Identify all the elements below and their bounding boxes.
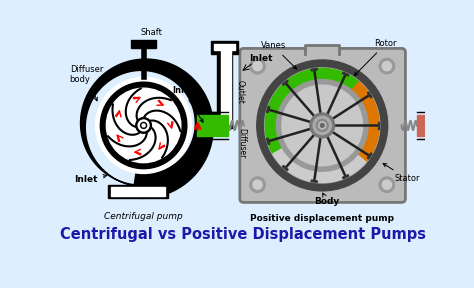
Circle shape	[319, 122, 326, 129]
Text: Inlet: Inlet	[74, 175, 107, 185]
Circle shape	[100, 82, 187, 169]
Polygon shape	[442, 109, 451, 142]
Wedge shape	[322, 82, 379, 162]
Polygon shape	[214, 44, 235, 50]
Circle shape	[282, 85, 363, 166]
Polygon shape	[81, 59, 213, 198]
Text: Shaft: Shaft	[140, 28, 162, 44]
Circle shape	[383, 62, 392, 71]
Text: Centrifugal vs Positive Displacement Pumps: Centrifugal vs Positive Displacement Pum…	[60, 227, 426, 242]
Polygon shape	[378, 122, 379, 128]
Text: Diffuser: Diffuser	[237, 128, 246, 159]
Circle shape	[253, 180, 262, 189]
Polygon shape	[266, 138, 270, 145]
Text: Stator: Stator	[383, 164, 420, 183]
Text: Positive displacement pump: Positive displacement pump	[250, 214, 394, 223]
Polygon shape	[367, 92, 372, 98]
Polygon shape	[198, 115, 228, 136]
Circle shape	[276, 79, 368, 171]
Circle shape	[136, 118, 151, 133]
Text: Outlet: Outlet	[236, 80, 245, 104]
Circle shape	[379, 177, 395, 192]
Circle shape	[316, 120, 328, 131]
Wedge shape	[273, 125, 366, 182]
Wedge shape	[265, 69, 359, 154]
Text: Body: Body	[315, 193, 340, 206]
Circle shape	[320, 124, 324, 127]
Text: Outlet: Outlet	[0, 287, 1, 288]
Polygon shape	[343, 72, 349, 76]
Polygon shape	[110, 187, 164, 196]
Text: Inlet: Inlet	[249, 54, 273, 63]
Circle shape	[310, 113, 335, 138]
Circle shape	[383, 180, 392, 189]
Polygon shape	[221, 48, 231, 117]
Text: Vanes: Vanes	[261, 41, 297, 69]
Polygon shape	[108, 185, 168, 198]
Circle shape	[141, 122, 146, 128]
Polygon shape	[217, 44, 232, 128]
Polygon shape	[311, 180, 318, 183]
Circle shape	[106, 88, 181, 163]
Circle shape	[96, 77, 191, 173]
Polygon shape	[305, 45, 339, 54]
Polygon shape	[343, 175, 349, 179]
Polygon shape	[417, 115, 448, 136]
Polygon shape	[283, 80, 288, 86]
Text: Diffuser
body: Diffuser body	[70, 65, 103, 101]
Circle shape	[250, 177, 265, 192]
Polygon shape	[266, 106, 270, 113]
Polygon shape	[131, 41, 156, 48]
Text: Rotor: Rotor	[355, 39, 397, 75]
Polygon shape	[311, 68, 318, 71]
Circle shape	[264, 68, 380, 183]
Circle shape	[138, 120, 149, 131]
Circle shape	[142, 124, 145, 127]
Circle shape	[257, 60, 388, 191]
Polygon shape	[210, 41, 238, 54]
Polygon shape	[283, 165, 288, 171]
Circle shape	[250, 58, 265, 74]
Circle shape	[313, 116, 331, 134]
Circle shape	[253, 62, 262, 71]
FancyBboxPatch shape	[240, 48, 405, 202]
Text: Inlet: Inlet	[172, 86, 203, 122]
Circle shape	[379, 58, 395, 74]
Text: Centrifugal pump: Centrifugal pump	[104, 212, 183, 221]
Polygon shape	[367, 153, 372, 159]
